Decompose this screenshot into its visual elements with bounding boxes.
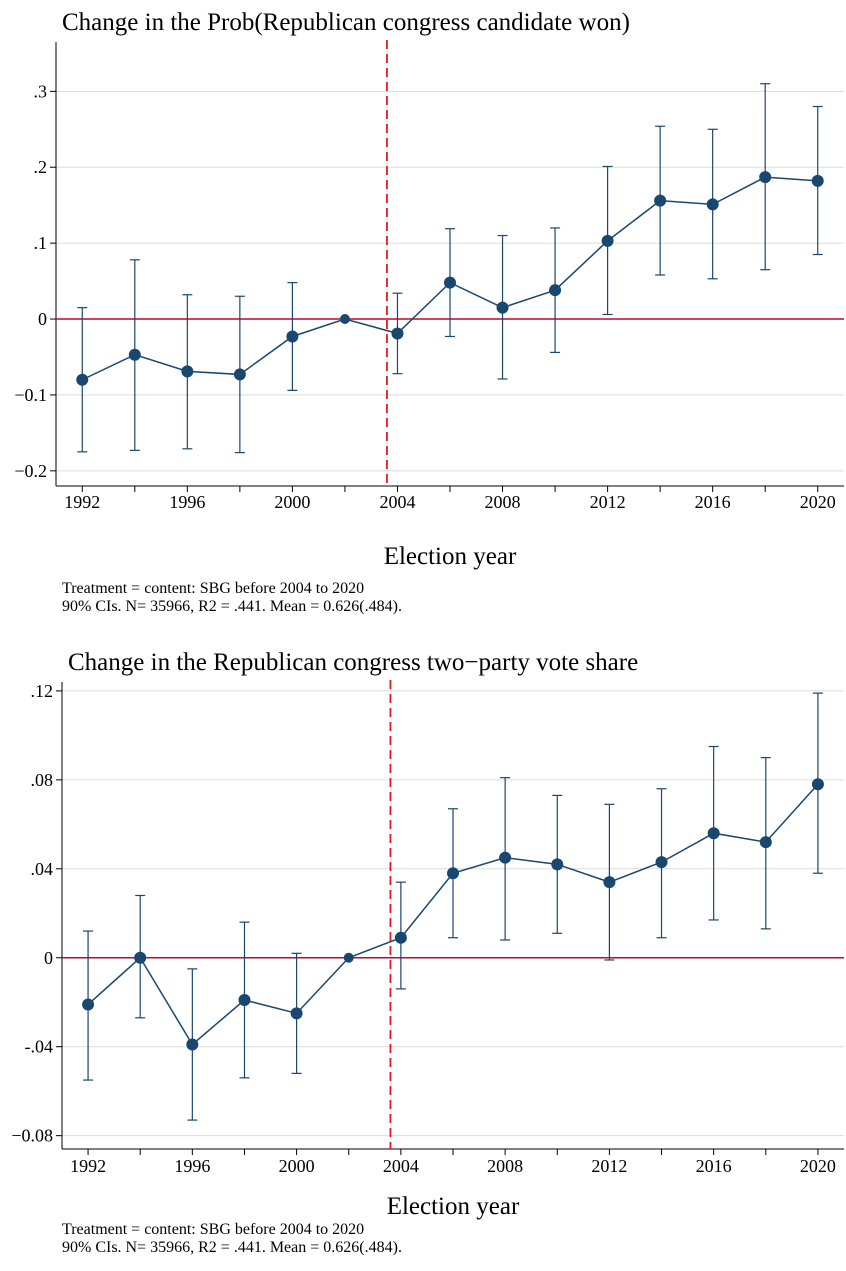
chart-panel-prob-won: Change in the Prob(Republican congress c… bbox=[14, 9, 844, 615]
data-point bbox=[238, 994, 251, 1007]
y-tick-label: −0.08 bbox=[11, 1126, 53, 1146]
data-point bbox=[128, 348, 141, 361]
chart-note-stats: 90% CIs. N= 35966, R2 = .441. Mean = 0.6… bbox=[62, 598, 402, 615]
data-point bbox=[496, 301, 509, 314]
x-tick-label: 2016 bbox=[695, 492, 731, 512]
data-point bbox=[339, 314, 350, 325]
data-point bbox=[444, 276, 456, 289]
data-point bbox=[601, 234, 614, 247]
chart-note-treatment: Treatment = content: SBG before 2004 to … bbox=[62, 580, 365, 597]
data-point bbox=[181, 365, 194, 378]
x-axis-label: Election year bbox=[384, 543, 517, 570]
y-tick-label: −0.2 bbox=[14, 461, 47, 481]
y-tick-label: −0.1 bbox=[14, 385, 47, 405]
y-tick-label: .04 bbox=[31, 859, 54, 879]
data-point bbox=[549, 284, 562, 297]
data-point bbox=[447, 867, 459, 880]
x-tick-label: 2008 bbox=[485, 492, 521, 512]
data-point bbox=[811, 174, 824, 187]
x-tick-label: 1996 bbox=[174, 1156, 210, 1176]
y-tick-label: -.04 bbox=[25, 1037, 54, 1057]
chart-title: Change in the Prob(Republican congress c… bbox=[62, 9, 630, 36]
data-point bbox=[186, 1038, 199, 1051]
x-tick-label: 2000 bbox=[274, 492, 310, 512]
data-point bbox=[655, 856, 668, 869]
data-point bbox=[706, 198, 719, 211]
data-point bbox=[707, 827, 720, 840]
data-point bbox=[394, 931, 407, 944]
chart-note-treatment: Treatment = content: SBG before 2004 to … bbox=[62, 1221, 365, 1238]
data-point bbox=[286, 330, 299, 343]
data-point bbox=[759, 836, 772, 849]
y-tick-label: .08 bbox=[31, 770, 54, 790]
x-tick-label: 2012 bbox=[591, 1156, 627, 1176]
y-tick-label: .1 bbox=[34, 233, 48, 253]
data-point bbox=[343, 952, 354, 963]
x-tick-label: 2008 bbox=[487, 1156, 523, 1176]
data-point bbox=[82, 998, 95, 1011]
y-tick-label: 0 bbox=[38, 309, 47, 329]
y-tick-label: .3 bbox=[34, 81, 48, 101]
data-point bbox=[233, 368, 246, 381]
x-tick-label: 1992 bbox=[70, 1156, 106, 1176]
y-tick-label: .2 bbox=[34, 157, 48, 177]
x-tick-label: 1992 bbox=[64, 492, 100, 512]
data-point bbox=[811, 778, 824, 791]
x-tick-label: 2004 bbox=[379, 492, 415, 512]
data-point bbox=[551, 858, 564, 871]
x-tick-label: 2020 bbox=[800, 492, 836, 512]
data-point bbox=[134, 951, 147, 964]
data-point bbox=[603, 876, 616, 889]
chart-prob-won: Change in the Prob(Republican congress c… bbox=[14, 9, 844, 570]
data-point bbox=[76, 373, 89, 386]
x-axis-label: Election year bbox=[387, 1193, 520, 1220]
x-tick-label: 2004 bbox=[383, 1156, 419, 1176]
chart-title: Change in the Republican congress two−pa… bbox=[68, 649, 638, 676]
x-tick-label: 2000 bbox=[279, 1156, 315, 1176]
x-tick-label: 2016 bbox=[696, 1156, 732, 1176]
data-point bbox=[759, 171, 772, 184]
data-point bbox=[290, 1007, 303, 1020]
x-tick-label: 1996 bbox=[169, 492, 205, 512]
data-point bbox=[654, 194, 667, 207]
y-tick-label: .12 bbox=[31, 681, 54, 701]
chart-note-stats: 90% CIs. N= 35966, R2 = .441. Mean = 0.6… bbox=[62, 1239, 402, 1256]
x-tick-label: 2012 bbox=[590, 492, 626, 512]
chart-panel-vote-share: Change in the Republican congress two−pa… bbox=[0, 636, 846, 1271]
chart-vote-share: Change in the Republican congress two−pa… bbox=[11, 649, 844, 1220]
data-point bbox=[391, 327, 404, 340]
y-tick-label: 0 bbox=[44, 948, 53, 968]
data-point bbox=[499, 851, 512, 864]
x-tick-label: 2020 bbox=[800, 1156, 836, 1176]
